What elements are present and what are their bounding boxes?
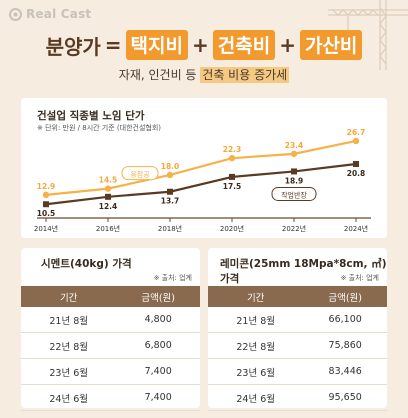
brand-name: Real Cast [26,7,92,21]
data-point [166,171,174,179]
table-row: 22년 8월 6,800 [21,332,200,359]
subline: 자재, 인건비 등 건축 비용 증가세 [0,66,408,83]
amount-cell: 66,100 [303,307,387,333]
data-point [290,150,298,158]
data-label: 18.9 [285,176,304,185]
equals-sign: = [104,33,122,57]
headline-term-additional: 가산비 [299,30,363,60]
cement-price-card: 시멘트(40kg) 가격 ※ 출처: 업계 기간 금액(원) 21년 8월 4,8… [21,248,200,411]
data-point [42,191,50,199]
table-row: 23년 6월 7,400 [21,358,200,385]
data-point [352,137,360,145]
realcast-logo-icon [9,7,22,21]
amount-cell: 6,800 [116,332,200,359]
x-tick-label: 2020년 [220,224,244,233]
period-cell: 21년 8월 [21,307,117,333]
cement-price-table: 기간 금액(원) 21년 8월 4,800 22년 8월 6,800 23년 6월 7… [21,286,200,411]
data-label: 13.7 [161,197,180,206]
brand-logo: Real Cast [9,7,91,21]
x-tick-label: 2016년 [96,224,120,233]
table-row: 23년 6월 83,446 [208,358,387,385]
data-label: 23.4 [285,141,304,150]
data-point [105,193,111,200]
period-cell: 24년 6월 [208,384,304,411]
data-label: 18.0 [161,162,180,171]
period-cell: 22년 8월 [208,332,304,359]
data-label: 26.7 [347,128,366,137]
data-label: 12.9 [37,182,56,191]
data-label: 20.8 [347,169,366,178]
plus-sign: + [279,33,296,57]
x-tick-label: 2024년 [344,224,368,233]
series-callout-label: 작업반장 [281,190,307,199]
plus-sign: + [191,33,209,57]
remicon-price-table: 기간 금액(원) 21년 8월 66,100 22년 8월 75,860 23년 6… [208,286,387,411]
period-cell: 21년 8월 [208,307,304,333]
x-tick-label: 2018년 [158,224,182,233]
data-point [229,173,235,180]
x-tick-label: 2014년 [34,224,58,233]
wage-chart-note: ※ 단위: 만원 / 8시간 기준 (대한건설협회) [37,124,162,132]
series-callout [121,166,159,181]
period-cell: 23년 6월 [208,358,304,385]
subline-highlight: 건축 비용 증가세 [200,67,290,83]
remicon-source: ※ 출처: 업계 [340,274,379,282]
data-point [167,188,173,195]
data-point [104,185,112,192]
amount-cell: 75,860 [303,332,387,359]
remicon-price-card: 레미콘(25mm 18Mpa*8cm, ㎥) 가격 ※ 출처: 업계 기간 금액… [208,248,387,411]
series-line [45,162,357,206]
table-row: 21년 8월 66,100 [208,307,387,333]
series-line [45,139,357,196]
amount-cell: 4,800 [116,307,200,333]
data-label: 14.5 [99,176,118,185]
table-row: 21년 8월 4,800 [21,307,200,333]
wage-chart-title: 건설업 직종별 노임 단가 [37,110,145,122]
period-cell: 23년 6월 [21,358,117,385]
x-tick-label: 2022년 [282,224,306,233]
data-point [228,154,236,162]
headline-term-land: 택지비 [125,30,188,60]
cement-title: 시멘트(40kg) 가격 [41,258,132,270]
amount-cell: 7,400 [116,358,200,385]
data-point [43,201,49,208]
amount-cell: 7,400 [116,384,200,411]
data-label: 12.4 [99,202,118,211]
period-cell: 24년 6월 [21,384,117,411]
subline-prefix: 자재, 인건비 등 [118,68,201,82]
data-label: 22.3 [223,145,242,154]
data-label: 10.5 [37,209,56,218]
data-point [353,161,359,168]
cement-source: ※ 출처: 업계 [153,274,192,282]
table-header-period: 기간 [21,286,117,307]
wage-line-chart: 2014년 2016년 2018년 2020년 2022년 2024년 12.9 14.5 18… [34,128,371,233]
data-point [291,168,297,175]
series-callout-label: 용접공 [130,171,150,179]
headline-main: 분양가 [45,34,101,59]
table-row: 22년 8월 75,860 [208,332,387,359]
table-row: 24년 6월 7,400 [21,384,200,411]
table-header-period: 기간 [208,286,304,307]
amount-cell: 83,446 [303,358,387,385]
table-header-amount: 금액(원) [303,286,387,307]
amount-cell: 95,650 [303,384,387,411]
headline: 분양가 = 택지비 + 건축비 + 가산비 [0,30,408,60]
period-cell: 22년 8월 [21,332,117,359]
remicon-title: 레미콘(25mm 18Mpa*8cm, ㎥) 가격 [220,258,387,285]
headline-term-construction: 건축비 [212,30,276,60]
series-callout [271,186,317,201]
table-row: 24년 6월 95,650 [208,384,387,411]
wage-chart-card: 건설업 직종별 노임 단가 ※ 단위: 만원 / 8시간 기준 (대한건설협회)… [21,98,387,238]
data-label: 17.5 [223,182,242,191]
table-header-amount: 금액(원) [116,286,200,307]
